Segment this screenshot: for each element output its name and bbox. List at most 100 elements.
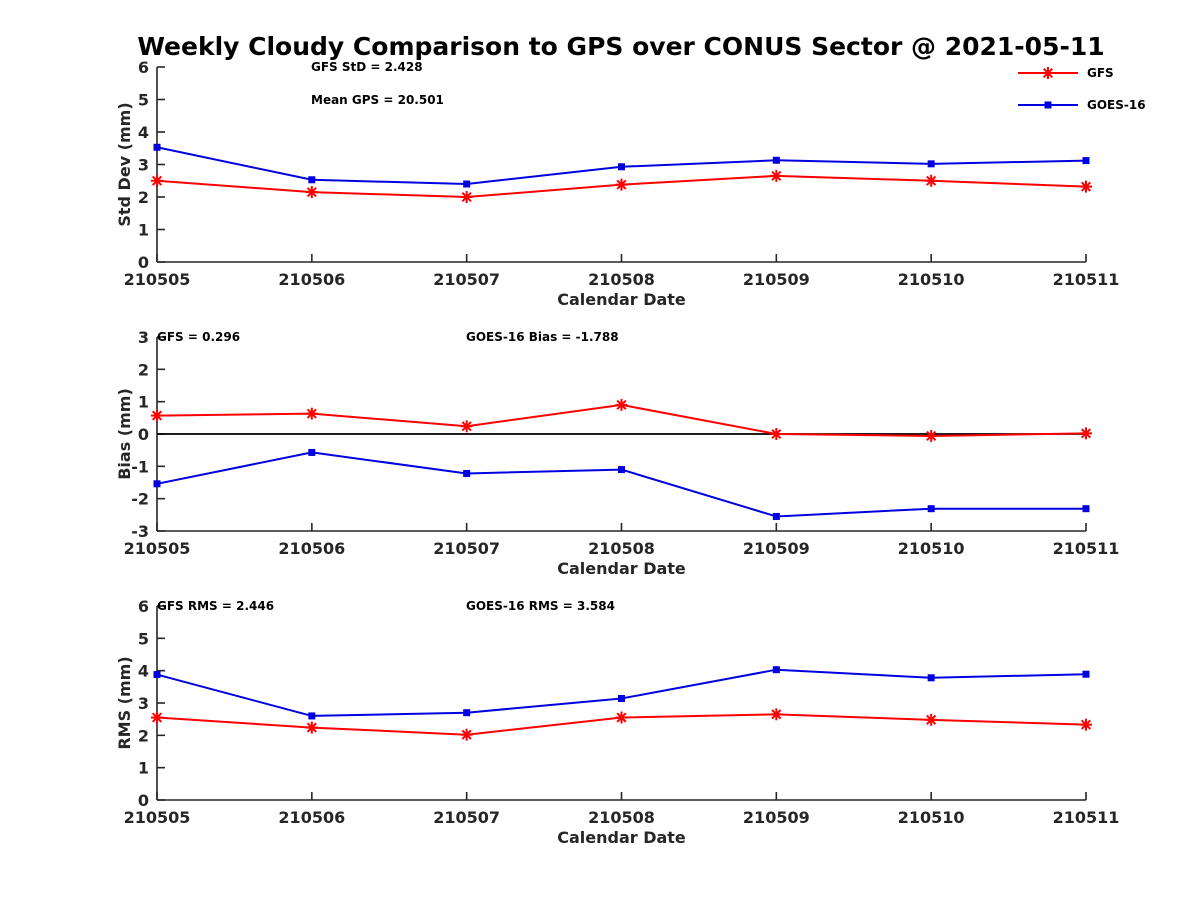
data-point <box>615 398 628 411</box>
data-point <box>463 709 471 717</box>
y-tick-label: 1 <box>138 221 149 240</box>
y-tick-label: -1 <box>131 457 149 476</box>
data-point <box>153 671 161 679</box>
y-tick-label: 3 <box>138 328 149 347</box>
data-point <box>305 721 318 734</box>
y-axis-label: Bias (mm) <box>115 388 134 480</box>
x-tick-label: 210511 <box>1053 808 1120 827</box>
data-point <box>308 176 316 184</box>
x-axis-label: Calendar Date <box>557 559 686 578</box>
data-point <box>460 420 473 433</box>
panel-rms: 0 1 2 3 4 5 6 210505 210506 210507 210508 210509 210… <box>115 597 1119 847</box>
data-point <box>618 466 625 474</box>
data-point <box>305 186 318 199</box>
y-tick-label: 4 <box>138 123 149 142</box>
y-tick-label: 2 <box>138 726 149 745</box>
panel-std: 0 1 2 3 4 5 6 210505 210506 210507 210508 210509 210… <box>115 58 1119 309</box>
y-tick-label: 0 <box>138 425 149 444</box>
annotation: GOES-16 Bias = -1.788 <box>466 330 619 344</box>
y-axis-label: Std Dev (mm) <box>115 102 134 226</box>
data-point <box>770 169 783 182</box>
x-tick-label: 210511 <box>1053 270 1120 289</box>
y-tick-label: 6 <box>138 597 149 616</box>
x-tick-label: 210506 <box>278 539 345 558</box>
data-point <box>460 728 473 741</box>
x-tick-label: 210511 <box>1053 539 1120 558</box>
series-gfs <box>151 398 1092 442</box>
series-line <box>156 668 1087 717</box>
x-axis-label: Calendar Date <box>557 290 686 309</box>
x-tick-label: 210508 <box>588 270 655 289</box>
y-tick-label: 5 <box>138 629 149 648</box>
legend-marker <box>1042 67 1054 79</box>
legend-entry-goes-16: GOES-16 <box>1018 98 1146 112</box>
y-tick-label: 2 <box>138 188 149 207</box>
data-point <box>925 713 938 726</box>
data-point <box>1082 505 1090 513</box>
series-goes-16 <box>153 448 1090 520</box>
data-point <box>151 711 163 724</box>
series-gfs <box>151 708 1092 741</box>
y-axis-label: RMS (mm) <box>115 656 134 749</box>
series-goes-16 <box>153 143 1090 188</box>
data-point <box>927 160 935 168</box>
data-point <box>1082 157 1090 165</box>
x-tick-label: 210510 <box>898 808 965 827</box>
data-point <box>615 178 628 191</box>
legend-label: GFS <box>1087 66 1114 80</box>
data-point <box>615 711 628 724</box>
data-point <box>153 143 161 151</box>
data-point <box>151 409 163 422</box>
x-tick-label: 210508 <box>588 808 655 827</box>
legend-marker <box>1044 101 1052 109</box>
data-point <box>463 180 471 188</box>
data-point <box>460 191 473 203</box>
x-axis-label: Calendar Date <box>557 828 686 847</box>
x-tick-label: 210507 <box>433 270 500 289</box>
legend-label: GOES-16 <box>1087 98 1146 112</box>
y-tick-label: -3 <box>131 522 149 541</box>
x-tick-label: 210509 <box>743 808 810 827</box>
data-point <box>308 712 316 720</box>
data-point <box>1082 670 1090 678</box>
y-tick-label: 1 <box>138 393 149 412</box>
panel-bias: -3 -2 -1 0 1 2 3 210505 210506 210507 210508 210509… <box>115 328 1119 578</box>
data-point <box>927 674 935 682</box>
legend: GFS GOES-16 <box>1018 66 1146 112</box>
series-line <box>156 451 1086 518</box>
x-tick-label: 210509 <box>743 270 810 289</box>
data-point <box>927 505 935 513</box>
data-point <box>1080 180 1092 193</box>
annotation: GFS StD = 2.428 <box>311 60 423 74</box>
x-tick-label: 210505 <box>124 539 191 558</box>
x-tick-label: 210505 <box>124 808 191 827</box>
annotation: GFS RMS = 2.446 <box>157 599 274 613</box>
series-goes-16 <box>153 666 1090 720</box>
data-point <box>151 174 163 187</box>
data-point <box>1080 718 1092 731</box>
data-point <box>925 174 938 187</box>
y-tick-label: 1 <box>138 759 149 778</box>
y-tick-label: 5 <box>138 91 149 110</box>
chart-title: Weekly Cloudy Comparison to GPS over CON… <box>137 32 1104 61</box>
x-tick-label: 210508 <box>588 539 655 558</box>
x-tick-label: 210509 <box>743 539 810 558</box>
annotation: GFS = 0.296 <box>157 330 240 344</box>
annotation: Mean GPS = 20.501 <box>311 93 444 107</box>
data-point <box>463 469 471 477</box>
x-tick-label: 210505 <box>124 270 191 289</box>
data-point <box>772 156 780 164</box>
y-tick-label: 4 <box>138 662 149 681</box>
x-tick-label: 210506 <box>278 808 345 827</box>
annotation: GOES-16 RMS = 3.584 <box>466 599 615 613</box>
data-point <box>772 512 780 520</box>
x-tick-label: 210510 <box>898 270 965 289</box>
data-point <box>305 407 318 420</box>
y-tick-label: 0 <box>138 791 149 810</box>
data-point <box>772 666 780 674</box>
x-tick-label: 210506 <box>278 270 345 289</box>
x-tick-label: 210507 <box>433 539 500 558</box>
y-tick-label: 3 <box>138 694 149 713</box>
y-tick-label: 0 <box>138 253 149 272</box>
